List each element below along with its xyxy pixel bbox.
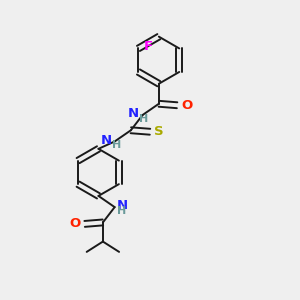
Text: H: H: [139, 114, 148, 124]
Text: S: S: [154, 125, 164, 138]
Text: N: N: [101, 134, 112, 147]
Text: H: H: [112, 140, 122, 150]
Text: O: O: [70, 218, 81, 230]
Text: N: N: [117, 200, 128, 212]
Text: N: N: [128, 107, 139, 120]
Text: O: O: [181, 99, 192, 112]
Text: H: H: [117, 206, 126, 216]
Text: F: F: [144, 40, 153, 53]
